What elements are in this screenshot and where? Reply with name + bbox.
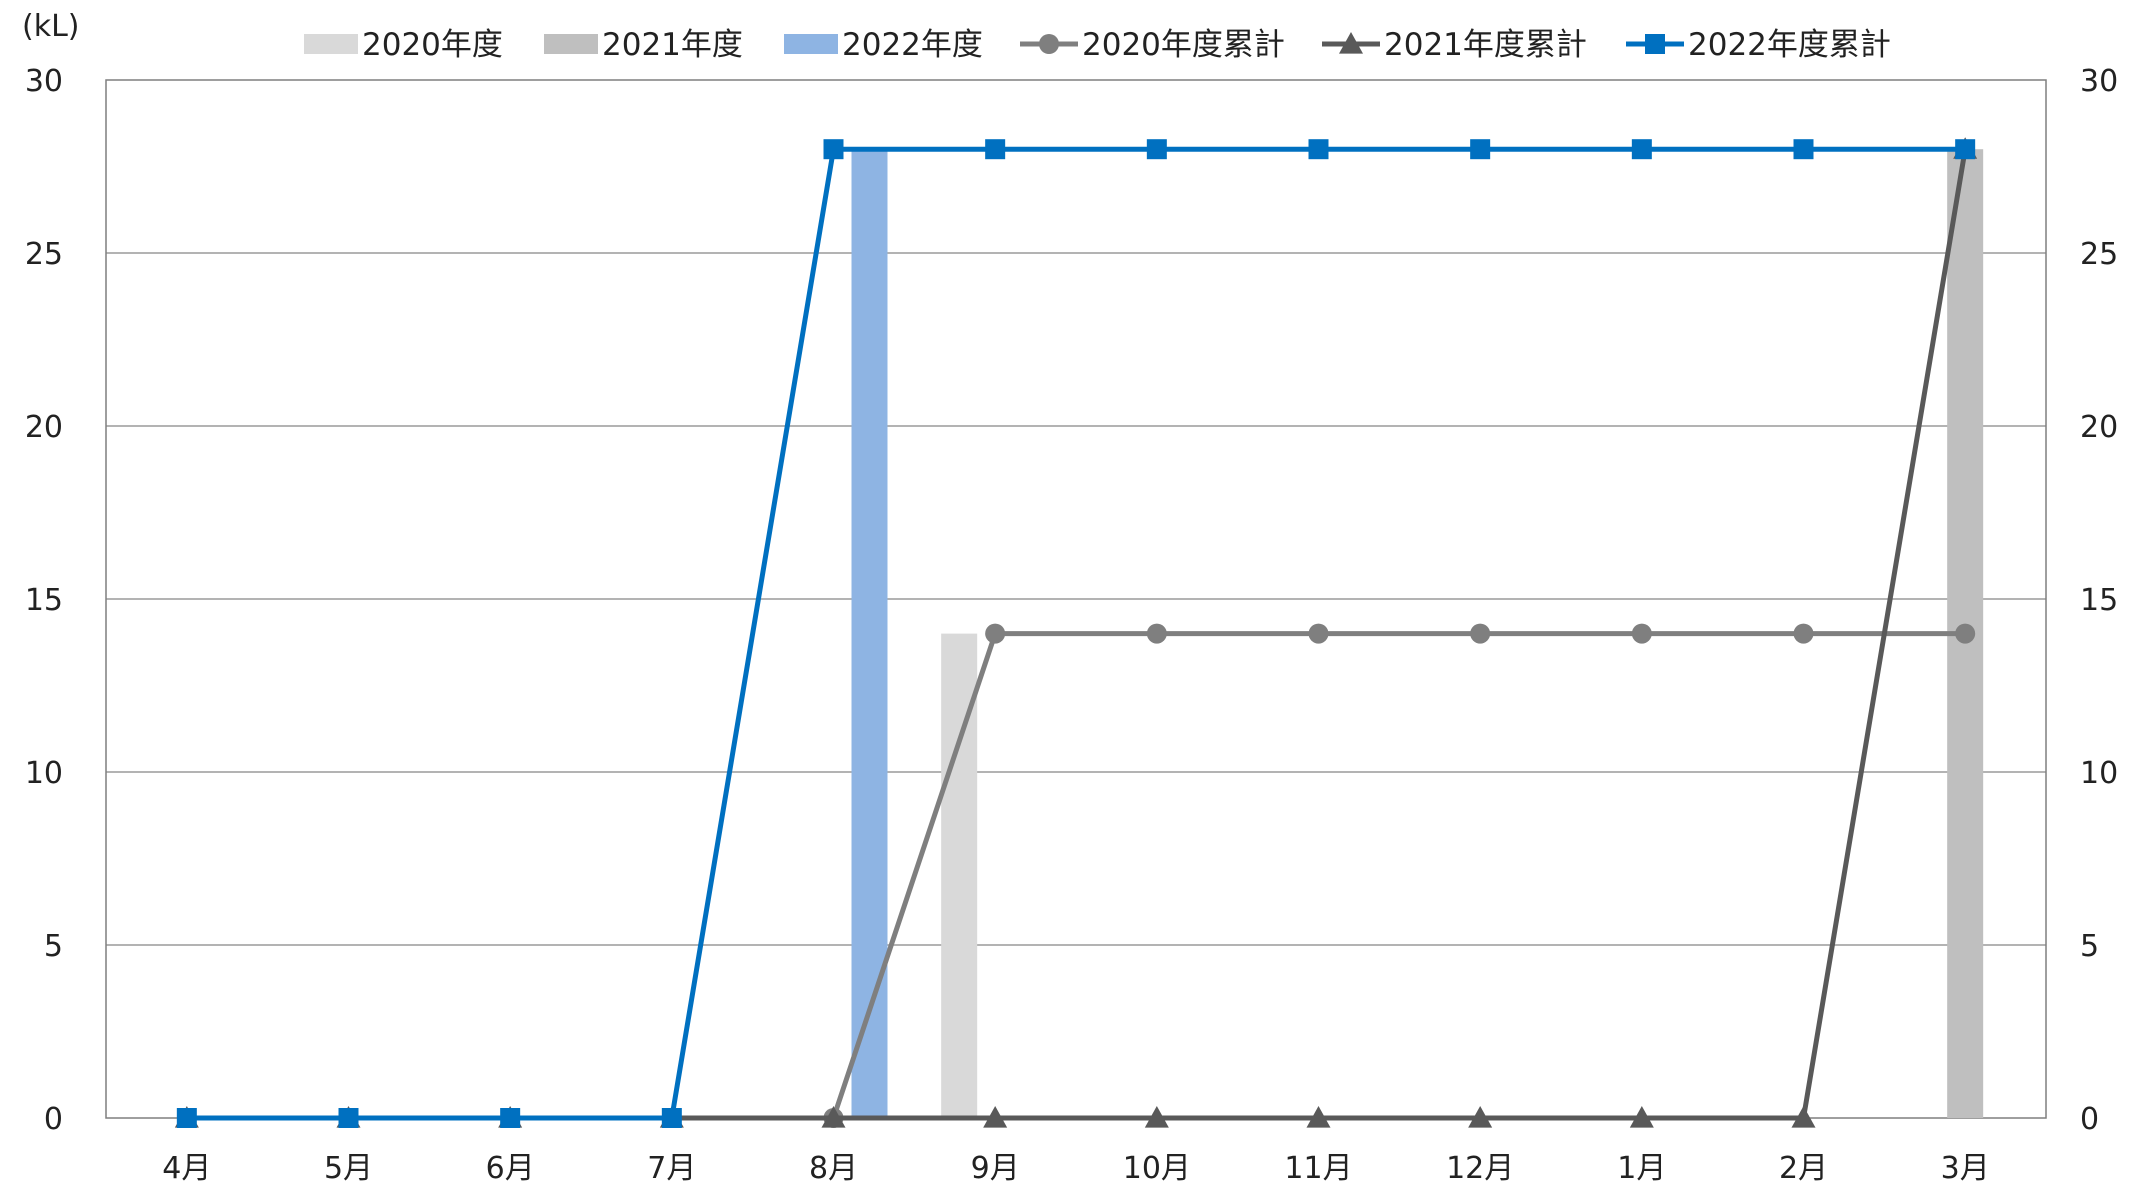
y-tick-label-left: 20 — [25, 410, 63, 445]
x-tick-label: 3月 — [1941, 1151, 1990, 1182]
x-axis: 4月 5月 6月 7月 8月 9月 10月 11月 12月 1月 2月 3月 — [162, 1151, 1989, 1182]
legend-marker — [1339, 32, 1363, 54]
legend-item: 2020年度累計 — [1020, 27, 1285, 63]
x-tick-label: 11月 — [1284, 1151, 1352, 1182]
legend-label: 2021年度 — [602, 27, 743, 63]
data-point-marker — [1631, 139, 1652, 160]
legend-label: 2021年度累計 — [1384, 27, 1587, 63]
x-tick-label: 12月 — [1446, 1151, 1514, 1182]
x-tick-label: 7月 — [647, 1151, 696, 1182]
data-point-marker — [500, 1108, 521, 1128]
data-point-marker — [1470, 623, 1491, 644]
x-tick-label: 1月 — [1617, 1151, 1666, 1182]
x-tick-label: 6月 — [486, 1151, 535, 1182]
legend-marker — [1645, 34, 1665, 54]
data-point-marker — [1308, 139, 1329, 160]
legend-item: 2021年度 — [544, 27, 743, 63]
x-tick-label: 5月 — [324, 1151, 373, 1182]
y-tick-label-left: 15 — [25, 583, 63, 618]
y-tick-label-right: 5 — [2080, 929, 2099, 964]
bar — [851, 149, 888, 1118]
data-point-marker — [1470, 139, 1491, 160]
x-tick-label: 8月 — [809, 1151, 858, 1182]
x-tick-label: 10月 — [1123, 1151, 1191, 1182]
data-point-marker — [1631, 623, 1652, 644]
y-tick-label-left: 30 — [25, 64, 63, 99]
data-point-marker — [176, 1108, 197, 1128]
legend-swatch — [304, 34, 358, 54]
y-axis-unit-label: (kL) — [22, 9, 80, 44]
series-line — [831, 631, 1966, 1119]
line-series — [176, 139, 1976, 1128]
y-tick-label-right: 20 — [2080, 410, 2118, 445]
data-point-marker — [983, 1106, 1008, 1128]
data-point-marker — [1308, 623, 1329, 644]
data-point-marker — [1146, 623, 1167, 644]
y-tick-label-right: 25 — [2080, 237, 2118, 272]
y-tick-label-right: 0 — [2080, 1102, 2099, 1137]
legend-marker — [1039, 34, 1059, 54]
legend-swatch — [784, 34, 838, 54]
data-point-marker — [821, 1106, 846, 1128]
legend-item: 2022年度累計 — [1626, 27, 1891, 63]
x-tick-label: 4月 — [162, 1151, 211, 1182]
data-point-marker — [985, 139, 1006, 160]
y-tick-label-left: 25 — [25, 237, 63, 272]
data-point-marker — [1793, 139, 1814, 160]
y-tick-label-left: 0 — [44, 1102, 63, 1137]
legend-label: 2022年度累計 — [1688, 27, 1891, 63]
y-tick-label-right: 15 — [2080, 583, 2118, 618]
data-point-marker — [823, 139, 844, 160]
y-axis-left: 0 5 10 15 20 25 30 — [25, 64, 63, 1137]
data-point-marker — [1955, 139, 1976, 160]
data-point-marker — [985, 623, 1006, 644]
line-series — [823, 623, 1976, 1128]
legend-item: 2021年度累計 — [1322, 27, 1587, 63]
legend-swatch — [544, 34, 598, 54]
data-point-marker — [1791, 1106, 1816, 1128]
data-point-marker — [338, 1108, 359, 1128]
x-tick-label: 2月 — [1779, 1151, 1828, 1182]
legend-item: 2020年度 — [304, 27, 503, 63]
series-line — [186, 146, 1966, 1121]
data-point-marker — [1468, 1106, 1493, 1128]
legend-item: 2022年度 — [784, 27, 983, 63]
bar — [941, 633, 978, 1118]
data-point-marker — [1144, 1106, 1169, 1128]
data-point-marker — [1793, 623, 1814, 644]
y-axis-right: 0 5 10 15 20 25 30 — [2080, 64, 2118, 1137]
legend-label: 2020年度累計 — [1082, 27, 1285, 63]
legend-label: 2020年度 — [362, 27, 503, 63]
y-tick-label-right: 30 — [2080, 64, 2118, 99]
data-point-marker — [1146, 139, 1167, 160]
y-tick-label-left: 5 — [44, 929, 63, 964]
legend-label: 2022年度 — [842, 27, 983, 63]
gridlines — [106, 252, 2046, 946]
data-point-marker — [1629, 1106, 1654, 1128]
x-tick-label: 9月 — [971, 1151, 1020, 1182]
data-point-marker — [1306, 1106, 1331, 1128]
y-tick-label-right: 10 — [2080, 756, 2118, 791]
legend: 2020年度 2021年度 2022年度 2020年度累計 2021年度累計 2022年度… — [304, 27, 1891, 63]
line-series-group — [174, 137, 1978, 1128]
data-point-marker — [1955, 623, 1976, 644]
data-point-marker — [661, 1108, 682, 1128]
y-tick-label-left: 10 — [25, 756, 63, 791]
